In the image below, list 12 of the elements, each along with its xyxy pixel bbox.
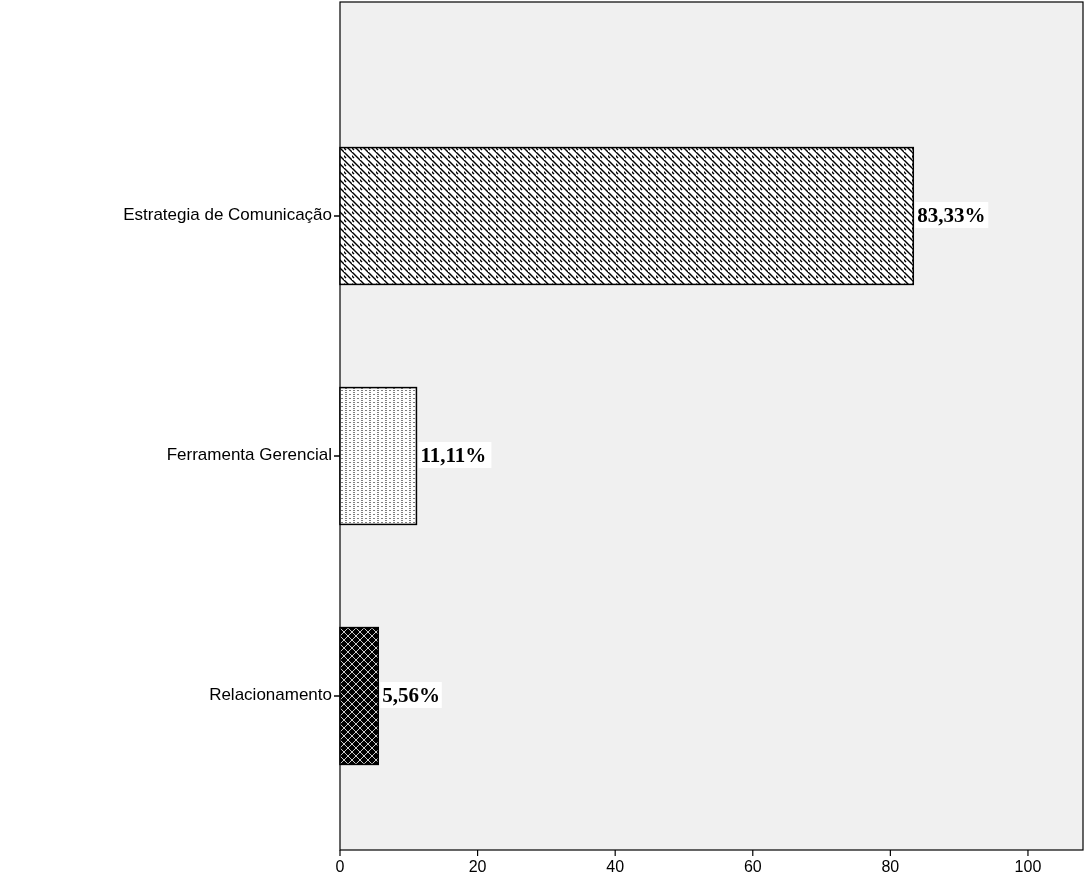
x-tick-label: 100 [1014, 858, 1042, 875]
x-tick-label: 80 [881, 858, 900, 875]
x-tick-label: 0 [335, 858, 345, 875]
x-tick-label: 20 [468, 858, 487, 875]
y-tick-label: Estrategia de Comunicação [123, 205, 332, 225]
data-label: 5,56% [382, 682, 440, 707]
y-tick-label: Relacionamento [209, 685, 332, 705]
data-label: 11,11% [420, 442, 487, 467]
x-tick-label: 60 [743, 858, 762, 875]
data-label: 83,33% [917, 202, 986, 227]
y-tick-label: Ferramenta Gerencial [166, 445, 332, 465]
x-tick-label: 40 [606, 858, 625, 875]
